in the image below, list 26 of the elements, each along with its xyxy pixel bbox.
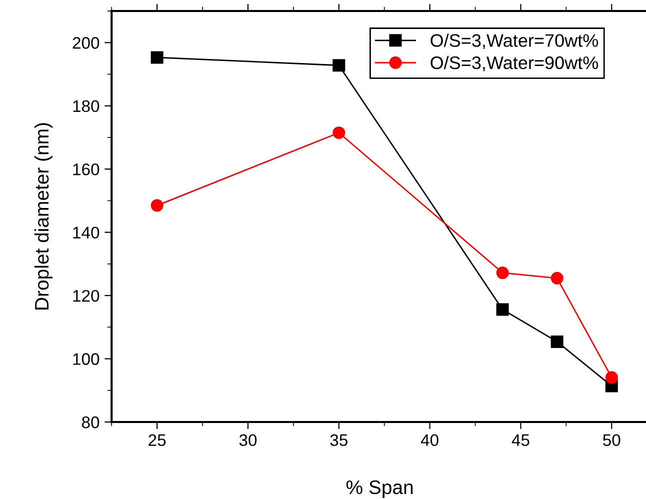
y-axis-title: Droplet diameter (nm)	[34, 123, 53, 310]
point	[150, 51, 164, 64]
y-tick-label: 120	[73, 290, 100, 302]
y-tick-label: 100	[73, 353, 100, 365]
legend-label: O/S=3,Water=70wt%	[430, 34, 598, 50]
point	[496, 266, 509, 280]
point	[332, 126, 346, 139]
x-tick-label: 30	[239, 434, 257, 446]
x-tick-label: 50	[603, 434, 620, 446]
legend-label: O/S=3,Water=90wt%	[430, 56, 598, 72]
x-tick-label: 40	[420, 434, 438, 446]
x-axis-title: % Span	[346, 480, 413, 498]
point	[332, 59, 346, 72]
x-tick-label: 45	[512, 434, 530, 446]
point	[550, 272, 564, 284]
y-tick-label: 200	[72, 37, 100, 49]
point	[150, 199, 164, 212]
point	[550, 335, 564, 348]
point	[496, 303, 509, 316]
y-tick-label: 140	[73, 226, 100, 239]
y-tick-label: 80	[82, 416, 100, 428]
y-tick-label: 180	[73, 100, 100, 112]
x-tick-label: 25	[148, 434, 166, 446]
point	[605, 371, 618, 384]
y-tick-label: 160	[73, 163, 100, 176]
x-tick-label: 35	[330, 434, 348, 446]
